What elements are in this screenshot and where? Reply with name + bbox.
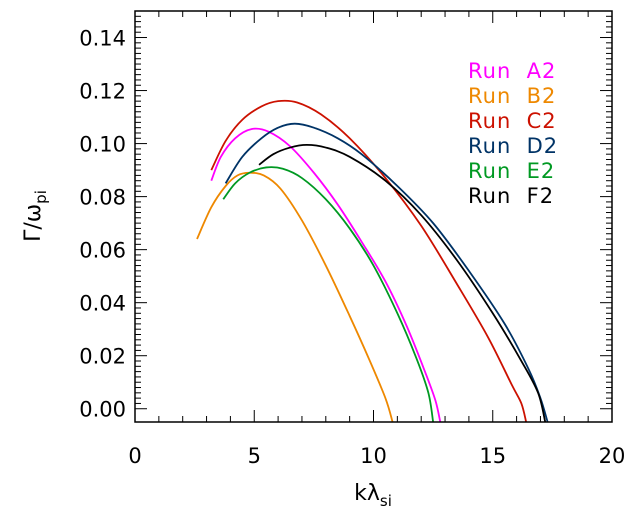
series-line-4 bbox=[222, 166, 435, 423]
series-line-3 bbox=[224, 122, 549, 423]
y-axis-ticks bbox=[135, 10, 612, 410]
series-line-5 bbox=[258, 144, 547, 423]
legend-entry-4: Run E2 bbox=[468, 159, 555, 183]
legend-entry-3: Run D2 bbox=[468, 134, 558, 158]
x-tick-label: 15 bbox=[479, 444, 506, 468]
legend-entry-5: Run F2 bbox=[468, 184, 554, 208]
legend-entry-1: Run B2 bbox=[468, 84, 556, 108]
y-tick-label: 0.04 bbox=[79, 292, 126, 316]
y-tick-label: 0.06 bbox=[79, 239, 126, 263]
x-axis-label: kλsi bbox=[354, 481, 392, 508]
legend-entry-2: Run C2 bbox=[468, 109, 557, 133]
y-tick-label: 0.12 bbox=[79, 80, 126, 104]
x-tick-label: 20 bbox=[599, 444, 626, 468]
y-tick-labels: 0.00 0.02 0.04 0.06 0.08 0.10 0.12 0.14 bbox=[79, 27, 126, 422]
x-tick-label: 10 bbox=[360, 444, 387, 468]
x-tick-labels: 0 5 10 15 20 bbox=[128, 444, 625, 468]
series-line-1 bbox=[196, 171, 394, 423]
series-line-0 bbox=[210, 127, 442, 423]
series-line-2 bbox=[210, 99, 528, 423]
y-tick-label: 0.08 bbox=[79, 186, 126, 210]
y-tick-label: 0.00 bbox=[79, 398, 126, 422]
plot-lines bbox=[196, 99, 549, 423]
y-tick-label: 0.02 bbox=[79, 345, 126, 369]
x-axis-label-sub: si bbox=[380, 492, 392, 508]
y-axis-label-sub: pi bbox=[32, 190, 50, 204]
y-tick-label: 0.14 bbox=[79, 27, 126, 51]
x-axis-label-main: kλ bbox=[354, 481, 380, 506]
y-axis-label-main: Γ/ω bbox=[21, 204, 46, 242]
legend-entry-0: Run A2 bbox=[468, 59, 556, 83]
x-tick-label: 5 bbox=[248, 444, 261, 468]
x-axis-ticks bbox=[134, 11, 613, 422]
x-tick-label: 0 bbox=[128, 444, 141, 468]
y-tick-label: 0.10 bbox=[79, 133, 126, 157]
y-axis-label: Γ/ωpi bbox=[21, 190, 50, 242]
